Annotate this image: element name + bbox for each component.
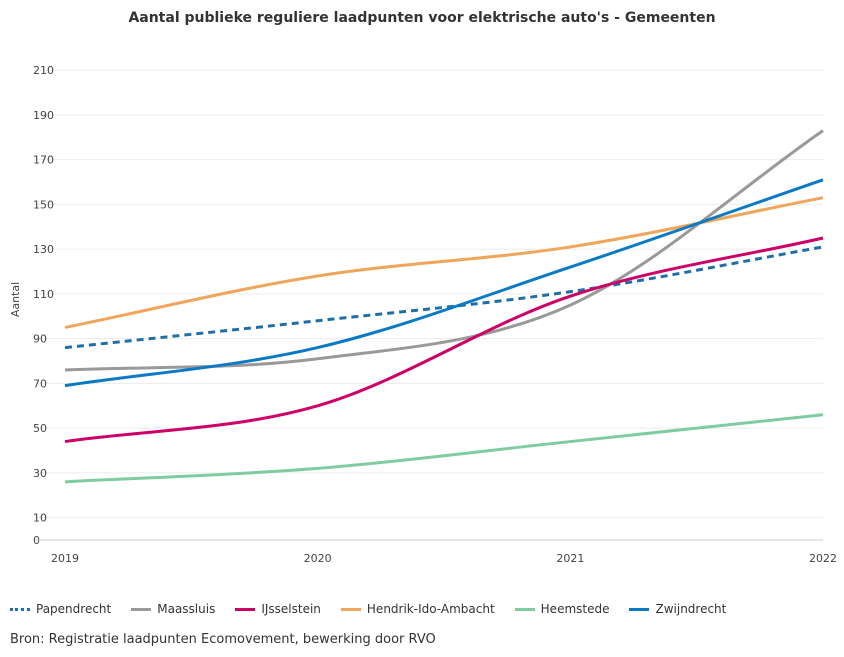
y-tick-label: 30 <box>33 467 47 480</box>
x-tick-label: 2021 <box>556 552 584 565</box>
series-line-maassluis <box>64 129 824 372</box>
y-tick-label: 210 <box>33 64 54 77</box>
y-tick-label: 110 <box>33 288 54 301</box>
y-tick-label: 150 <box>33 198 54 211</box>
legend-label: Zwijndrecht <box>655 602 727 616</box>
y-tick-label: 10 <box>33 512 47 525</box>
legend-swatch <box>10 607 30 611</box>
y-tick-label: 90 <box>33 333 47 346</box>
legend-label: IJsselstein <box>261 602 321 616</box>
legend-label: Heemstede <box>540 602 610 616</box>
series-line-zwijndrecht <box>64 178 824 388</box>
legend-item[interactable]: Heemstede <box>514 602 610 616</box>
x-tick-label: 2022 <box>809 552 837 565</box>
legend-item[interactable]: Hendrik-Ido-Ambacht <box>340 602 495 616</box>
series-line-ijsselstein <box>64 236 824 444</box>
legend-item[interactable]: Maassluis <box>131 602 215 616</box>
y-tick-label: 190 <box>33 109 54 122</box>
legend-swatch <box>131 607 152 611</box>
legend-item[interactable]: IJsselstein <box>235 602 321 616</box>
source-note: Bron: Registratie laadpunten Ecomovement… <box>10 632 436 647</box>
y-tick-label: 170 <box>33 154 54 167</box>
y-tick-label: 130 <box>33 243 54 256</box>
x-tick-label: 2020 <box>304 552 332 565</box>
legend-label: Papendrecht <box>36 602 112 616</box>
series-line-heemstede <box>64 413 824 484</box>
legend-item[interactable]: Papendrecht <box>10 602 111 616</box>
legend-swatch <box>340 607 361 611</box>
y-tick-label: 50 <box>33 422 47 435</box>
legend-label: Hendrik-Ido-Ambacht <box>366 602 495 616</box>
legend-label: Maassluis <box>157 602 216 616</box>
x-tick-label: 2019 <box>51 552 79 565</box>
legend-swatch <box>235 607 256 611</box>
chart-title: Aantal publieke reguliere laadpunten voo… <box>128 10 716 26</box>
y-axis-label: Aantal <box>9 282 22 317</box>
legend-swatch <box>514 607 535 611</box>
legend-swatch <box>629 607 650 611</box>
legend: Papendrecht Maassluis IJsselstein Hendrik-I… <box>10 602 746 616</box>
legend-item[interactable]: Zwijndrecht <box>629 602 726 616</box>
line-chart: 0103050709011013015017019021020192020202… <box>9 64 837 565</box>
y-tick-label: 70 <box>33 377 47 390</box>
